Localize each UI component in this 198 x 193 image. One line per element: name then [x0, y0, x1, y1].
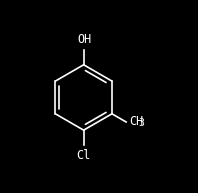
Text: Cl: Cl [76, 149, 91, 162]
Text: 3: 3 [139, 119, 145, 129]
Text: OH: OH [77, 33, 91, 46]
Text: CH: CH [129, 115, 143, 129]
